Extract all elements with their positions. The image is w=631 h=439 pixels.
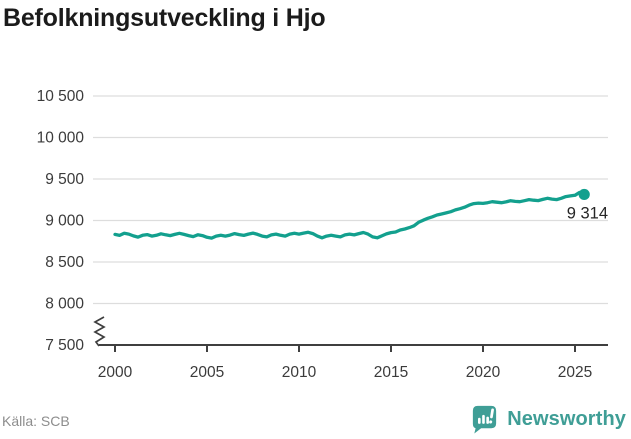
x-axis-tick-label: 2020 [466, 364, 501, 381]
y-axis-tick-label: 9 000 [45, 213, 84, 230]
y-axis-tick-label: 10 000 [37, 130, 85, 147]
x-axis-tick-label: 2010 [282, 364, 317, 381]
y-axis-tick-label: 7 500 [45, 337, 84, 354]
last-point-marker [578, 188, 590, 201]
y-axis-break-icon [93, 316, 106, 347]
newsworthy-wordmark: Newsworthy [507, 407, 626, 430]
x-axis-tick-label: 2005 [190, 364, 224, 381]
population-series-line [113, 190, 586, 240]
y-axis-tick-label: 10 500 [37, 88, 85, 105]
x-axis-tick-label: 2025 [558, 364, 592, 381]
source-label: Källa: SCB [2, 413, 70, 429]
newsworthy-logo: Newsworthy [469, 403, 626, 435]
x-axis-tick-label: 2015 [374, 364, 408, 381]
chart-title: Befolkningsutveckling i Hjo [3, 4, 326, 32]
y-axis-tick-label: 8 500 [45, 254, 84, 271]
y-axis-tick-label: 9 500 [45, 171, 84, 188]
y-axis-tick-label: 8 000 [45, 296, 84, 313]
newsworthy-icon [473, 405, 497, 434]
last-point-value-label: 9 314 [567, 204, 608, 222]
x-axis-tick-label: 2000 [98, 364, 133, 381]
population-line-chart: 10 500 10 000 9 500 9 000 8 500 8 000 7 500 200… [37, 88, 608, 381]
